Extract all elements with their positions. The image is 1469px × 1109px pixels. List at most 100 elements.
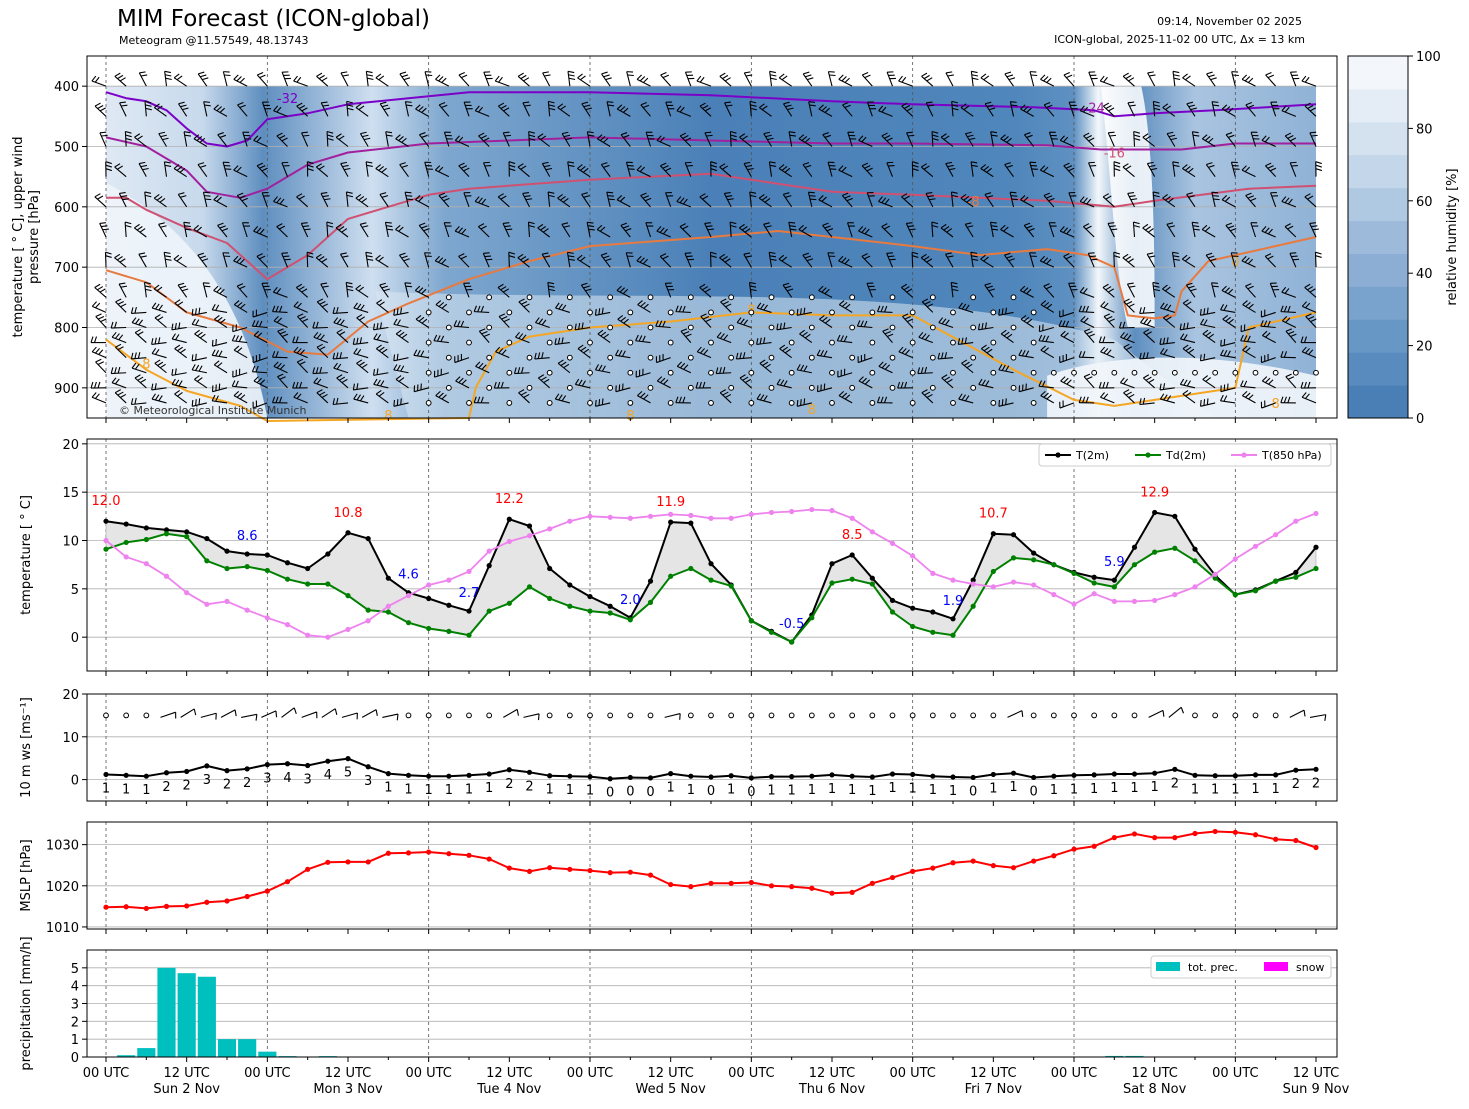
tmin-label: 8.6 <box>237 529 258 544</box>
upper-wind-calm <box>1314 370 1319 375</box>
mslp-point <box>124 904 129 909</box>
wind-speed-label: 1 <box>1231 783 1239 798</box>
upper-wind-barb-feather <box>283 256 289 257</box>
wind-speed-label: 0 <box>969 784 977 799</box>
upper-wind-calm <box>547 370 552 375</box>
wind-barb <box>503 709 517 717</box>
wind-speed-point <box>426 774 431 779</box>
wind-ytick-label: 0 <box>71 774 79 789</box>
legend-swatch-dot <box>1241 452 1246 457</box>
legend-label: snow <box>1296 961 1324 974</box>
mslp-point <box>1172 835 1177 840</box>
upper-ylabel: pressure [hPa] <box>27 190 42 284</box>
upper-wind-calm <box>910 370 915 375</box>
mslp-point <box>325 860 330 865</box>
wind-speed-point <box>1071 773 1076 778</box>
wind-speed-point <box>587 774 592 779</box>
x-tick-label: 00 UTC <box>567 1066 613 1081</box>
wind-speed-point <box>628 775 633 780</box>
series-point-T(2m) <box>930 609 935 614</box>
upper-wind-calm <box>1172 370 1177 375</box>
wind-speed-label: 1 <box>142 783 150 798</box>
wind-barb-feather <box>235 710 236 716</box>
mslp-point <box>789 884 794 889</box>
wind-speed-label: 2 <box>525 779 533 794</box>
series-point-T(2m) <box>265 552 270 557</box>
tmax-label: 12.2 <box>495 492 524 507</box>
series-point-T(2m) <box>829 561 834 566</box>
series-point-T(850 hPa) <box>547 526 552 531</box>
series-point-T(850 hPa) <box>325 635 330 640</box>
upper-wind-barb-feather <box>887 253 893 254</box>
wind-speed-point <box>204 763 209 768</box>
wind-calm-marker <box>709 713 714 718</box>
upper-wind-calm <box>991 401 996 406</box>
series-point-Td(2m) <box>164 531 169 536</box>
upper-wind-barb-feather <box>1310 223 1316 224</box>
upper-wind-barb-feather <box>801 399 802 405</box>
upper-wind-calm <box>1112 370 1117 375</box>
upper-wind-calm <box>507 310 512 315</box>
series-point-Td(2m) <box>406 620 411 625</box>
series-point-Td(2m) <box>204 558 209 563</box>
colorbar-band <box>1348 56 1408 89</box>
upper-wind-barb-feather <box>483 253 489 254</box>
series-point-T(850 hPa) <box>1172 592 1177 597</box>
upper-wind-barb <box>509 252 510 267</box>
mslp-point <box>466 853 471 858</box>
upper-wind-calm <box>588 401 593 406</box>
series-point-T(850 hPa) <box>648 514 653 519</box>
upper-wind-calm <box>688 355 693 360</box>
upper-wind-barb-feather <box>1010 192 1016 193</box>
series-point-T(2m) <box>870 576 875 581</box>
wind-calm-marker <box>688 713 693 718</box>
series-point-Td(2m) <box>668 574 673 579</box>
upper-wind-calm <box>850 385 855 390</box>
wind-calm-marker <box>104 713 109 718</box>
upper-wind-calm <box>749 310 754 315</box>
mslp-point <box>628 870 633 875</box>
series-point-T(850 hPa) <box>386 604 391 609</box>
upper-wind-barb-feather <box>282 253 288 254</box>
mslp-point <box>245 894 250 899</box>
mslp-point <box>1092 844 1097 849</box>
upper-wind-barb-feather <box>599 399 600 405</box>
legend-swatch-snow <box>1264 962 1288 971</box>
wind-speed-label: 2 <box>223 778 231 793</box>
x-day-label: Mon 3 Nov <box>313 1082 383 1097</box>
upper-wind-barb-feather <box>1212 102 1218 103</box>
wind-speed-label: 1 <box>566 783 574 798</box>
upper-wind-barb-feather <box>810 199 816 200</box>
wind-calm-marker <box>749 713 754 718</box>
temperature-ytick-label: 5 <box>71 583 79 598</box>
series-point-T(2m) <box>1011 532 1016 537</box>
upper-wind-barb-feather <box>1204 399 1205 405</box>
upper-wind-barb-feather <box>708 229 714 230</box>
series-point-T(850 hPa) <box>708 516 713 521</box>
wind-barb <box>201 713 216 717</box>
precip-bar <box>137 1048 155 1057</box>
mslp-point <box>285 879 290 884</box>
upper-wind-barb-feather <box>1311 135 1317 136</box>
mslp-point <box>1233 830 1238 835</box>
wind-speed-label: 0 <box>646 785 654 800</box>
series-point-T(850 hPa) <box>950 578 955 583</box>
wind-speed-label: 2 <box>243 776 251 791</box>
series-point-T(850 hPa) <box>1213 572 1218 577</box>
series-point-Td(2m) <box>708 578 713 583</box>
wind-speed-point <box>184 769 189 774</box>
wind-speed-point <box>809 774 814 779</box>
upper-wind-calm <box>991 310 996 315</box>
series-point-Td(2m) <box>265 568 270 573</box>
upper-wind-calm <box>809 355 814 360</box>
upper-wind-calm <box>910 401 915 406</box>
series-point-Td(2m) <box>1132 562 1137 567</box>
series-point-Td(2m) <box>628 617 633 622</box>
series-point-T(2m) <box>1313 545 1318 550</box>
upper-wind-calm <box>971 295 976 300</box>
temperature-ytick-label: 20 <box>62 438 79 453</box>
wind-speed-point <box>930 774 935 779</box>
mslp-point <box>1273 837 1278 842</box>
series-point-T(2m) <box>1112 578 1117 583</box>
